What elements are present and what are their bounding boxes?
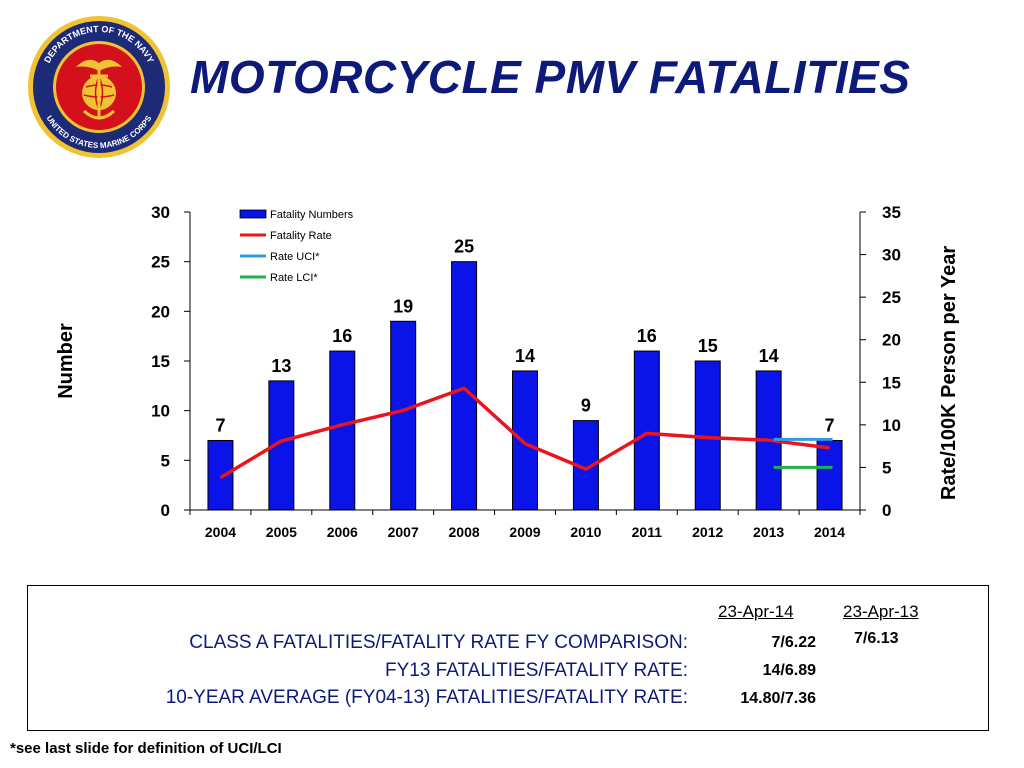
bar-2011 xyxy=(633,350,660,511)
y-tick-label: 10 xyxy=(151,402,170,421)
eagle-globe-anchor-icon xyxy=(76,59,122,120)
col-header-apr13: 23-Apr-13 xyxy=(843,602,919,621)
ten-year-avg-row-label: 10-YEAR AVERAGE (FY04-13) FATALITIES/FAT… xyxy=(165,687,688,708)
y2-tick-label: 35 xyxy=(882,203,901,222)
fatalities-chart: 0 5 10 15 20 25 30 0 5 10 15 20 25 30 35 2004 2005 2006 20… xyxy=(55,203,960,540)
footnote: *see last slide for definition of UCI/LC… xyxy=(10,740,282,757)
bar-data-label: 13 xyxy=(271,356,291,376)
ten-year-avg-value: 14.80/7.36 xyxy=(740,690,816,707)
legend-swatch-bars xyxy=(239,209,267,219)
bar-data-label: 14 xyxy=(515,346,535,366)
bar-2004 xyxy=(207,439,234,511)
x-tick-label: 2011 xyxy=(632,524,663,540)
y2-tick-label: 20 xyxy=(882,331,901,350)
y-tick-label: 25 xyxy=(151,253,170,272)
bar-2014 xyxy=(816,439,843,511)
comparison-value-apr14: 7/6.22 xyxy=(771,634,816,651)
legend-label: Fatality Rate xyxy=(270,230,332,242)
x-tick-label: 2009 xyxy=(509,524,540,540)
bar-data-label: 7 xyxy=(215,415,225,435)
x-tick-label: 2008 xyxy=(449,524,480,540)
y2-tick-label: 5 xyxy=(882,458,891,477)
y2-axis-title: Rate/100K Person per Year xyxy=(938,246,960,500)
fy13-value: 14/6.89 xyxy=(762,662,816,679)
bar-2008 xyxy=(451,261,478,511)
y-tick-label: 30 xyxy=(151,203,170,222)
y2-tick-label: 30 xyxy=(882,246,901,265)
y2-tick-label: 15 xyxy=(882,373,901,392)
page-title: MOTORCYCLE PMV FATALITIES xyxy=(190,51,911,103)
bar-2006 xyxy=(329,350,356,511)
bar-data-label: 14 xyxy=(759,346,779,366)
bar-data-label: 7 xyxy=(825,415,835,435)
y-tick-label: 0 xyxy=(161,501,170,520)
x-tick-label: 2007 xyxy=(388,524,419,540)
y2-tick-label: 25 xyxy=(882,288,901,307)
comparison-row-label: CLASS A FATALITIES/FATALITY RATE FY COMP… xyxy=(189,632,688,653)
y-tick-label: 5 xyxy=(161,451,170,470)
bar-data-label: 15 xyxy=(698,336,718,356)
legend-label: Rate LCI* xyxy=(270,272,318,284)
x-tick-label: 2012 xyxy=(692,524,723,540)
x-tick-label: 2006 xyxy=(327,524,358,540)
bar-data-label: 16 xyxy=(332,326,352,346)
bar-data-label: 9 xyxy=(581,396,591,416)
legend-label: Fatality Numbers xyxy=(270,209,354,221)
x-tick-label: 2014 xyxy=(814,524,845,540)
fy13-row-label: FY13 FATALITIES/FATALITY RATE: xyxy=(384,660,688,681)
comparison-value-apr13: 7/6.13 xyxy=(854,630,899,647)
bar-data-label: 25 xyxy=(454,237,474,257)
bar-data-label: 16 xyxy=(637,326,657,346)
fatality-rate-line xyxy=(219,386,830,480)
bar-2007 xyxy=(390,320,417,511)
bar-2009 xyxy=(512,370,538,511)
col-header-apr14: 23-Apr-14 xyxy=(718,602,794,621)
x-tick-label: 2013 xyxy=(753,524,784,540)
legend-label: Rate UCI* xyxy=(270,251,320,263)
y-tick-label: 20 xyxy=(151,302,170,321)
plot-area: 0 5 10 15 20 25 30 0 5 10 15 20 25 30 35 2004 2005 2006 20… xyxy=(55,203,960,540)
x-tick-label: 2005 xyxy=(266,524,297,540)
y2-tick-label: 10 xyxy=(882,416,901,435)
bar-data-label: 19 xyxy=(393,296,413,316)
y-tick-label: 15 xyxy=(151,352,170,371)
y-axis-title: Number xyxy=(55,323,77,399)
y2-tick-label: 0 xyxy=(882,501,891,520)
x-tick-label: 2004 xyxy=(205,524,236,540)
usmc-seal-logo: DEPARTMENT OF THE NAVY UNITED STATES MAR… xyxy=(28,16,170,158)
x-tick-label: 2010 xyxy=(570,524,601,540)
comparison-panel: 23-Apr-14 23-Apr-13 CLASS A FATALITIES/F… xyxy=(27,585,989,731)
